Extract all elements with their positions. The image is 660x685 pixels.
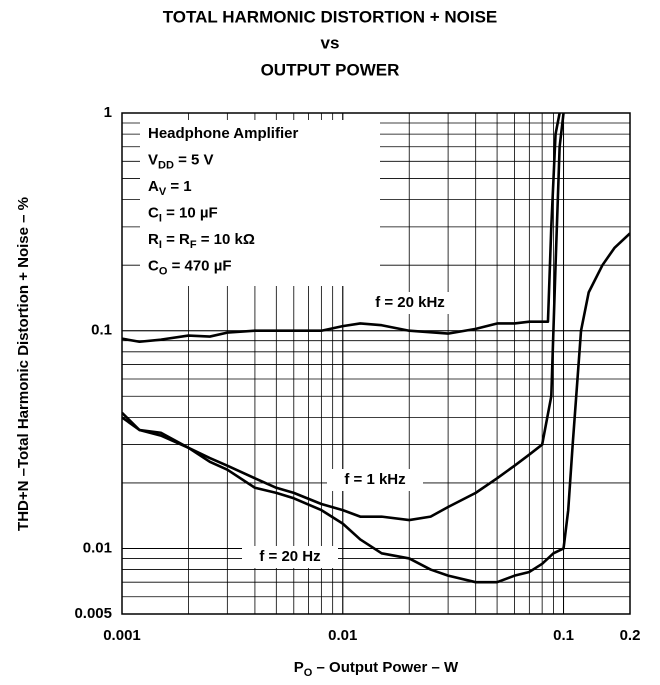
annotation-part: I xyxy=(159,212,162,224)
annotation-part: = 5 V xyxy=(174,151,214,168)
y-tick-label: 0.01 xyxy=(83,539,112,556)
series-line xyxy=(122,113,561,344)
x-tick-label: 0.01 xyxy=(328,627,357,644)
y-axis-label: THD+N –Total Harmonic Distortion + Noise… xyxy=(15,197,32,531)
annotation-part: = 470 µF xyxy=(167,257,231,274)
x-axis-label: PO – Output Power – W xyxy=(294,659,459,679)
series-label-bg xyxy=(362,292,458,314)
annotation-part: = 10 µF xyxy=(162,204,218,221)
annotation-part: O xyxy=(159,265,168,277)
annotation-part: V xyxy=(159,186,167,198)
annotation-part: V xyxy=(148,151,158,168)
y-tick-label: 0.1 xyxy=(91,322,112,339)
annotation-part: C xyxy=(148,257,159,274)
annotation-part: A xyxy=(148,178,159,195)
x-tick-label: 0.2 xyxy=(620,627,641,644)
annotation-part: = 1 xyxy=(166,178,191,195)
plot-frame xyxy=(121,112,631,615)
annotation-part: DD xyxy=(158,159,174,171)
annotation: CO = 470 µF xyxy=(148,257,232,277)
annotation: CI = 10 µF xyxy=(148,204,218,224)
chart-title: TOTAL HARMONIC DISTORTION + NOISE xyxy=(163,7,498,26)
annotation: RI = RF = 10 kΩ xyxy=(148,231,255,251)
annotation-part: F xyxy=(190,239,197,251)
annotation-part: C xyxy=(148,204,159,221)
y-tick-label: 1 xyxy=(104,104,112,121)
annotation: Headphone Amplifier xyxy=(148,125,298,142)
chart-title: vs xyxy=(321,33,340,52)
series-line xyxy=(122,113,565,522)
series-label: f = 1 kHz xyxy=(344,471,405,488)
x-label-part: O xyxy=(304,667,313,679)
annotation: VDD = 5 V xyxy=(148,151,214,171)
series-label: f = 20 kHz xyxy=(375,294,445,311)
series-label-bg xyxy=(327,469,423,491)
x-label-part: – Output Power – W xyxy=(312,659,459,676)
annotation: AV = 1 xyxy=(148,178,192,198)
annotation-part: Headphone Amplifier xyxy=(148,125,298,142)
chart-title: OUTPUT POWER xyxy=(261,60,400,79)
annotation-box xyxy=(140,120,380,286)
annotation-part: R xyxy=(148,231,159,248)
x-tick-label: 0.1 xyxy=(553,627,574,644)
y-tick-label: 0.005 xyxy=(74,605,112,622)
annotation-part: I xyxy=(159,239,162,251)
x-tick-label: 0.001 xyxy=(103,627,141,644)
annotation-part: = 10 kΩ xyxy=(197,231,255,248)
series-label-bg xyxy=(242,546,338,568)
annotation-part: = R xyxy=(162,231,190,248)
plot-area xyxy=(122,113,630,584)
series-line xyxy=(122,232,630,584)
x-label-part: P xyxy=(294,659,304,676)
series-label: f = 20 Hz xyxy=(259,548,320,565)
